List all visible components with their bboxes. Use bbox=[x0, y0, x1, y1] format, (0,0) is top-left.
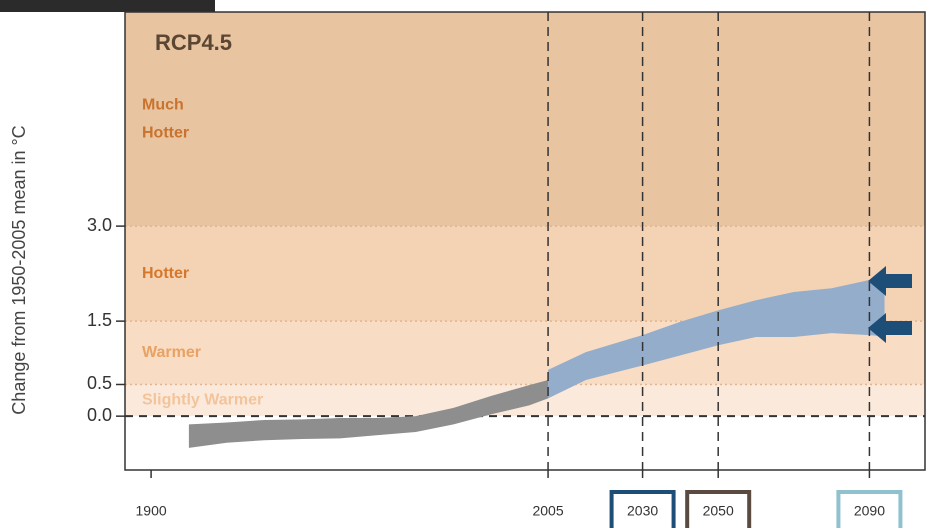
plot-area: Slightly Warmer Warmer Hotter Much Hotter bbox=[124, 11, 926, 471]
chart-title: RCP4.5 bbox=[155, 30, 232, 55]
header-bar bbox=[0, 0, 215, 12]
y-tick-label: 0.0 bbox=[87, 405, 112, 425]
y-axis-title: Change from 1950-2005 mean in °C bbox=[9, 125, 29, 414]
zone bbox=[125, 12, 925, 227]
band bbox=[188, 380, 549, 448]
plot-frame bbox=[124, 11, 926, 471]
x-tick-label: 2005 bbox=[532, 503, 563, 519]
zone-label: Slightly Warmer bbox=[142, 392, 263, 409]
zone-label: Hotter bbox=[142, 265, 189, 282]
band bbox=[548, 276, 885, 399]
arrow bbox=[868, 266, 912, 296]
zone-label: Warmer bbox=[142, 344, 201, 361]
arrow bbox=[868, 313, 912, 343]
y-tick-label: 0.5 bbox=[87, 373, 112, 393]
x-tick-box bbox=[685, 490, 752, 528]
x-tick-box bbox=[609, 490, 676, 528]
x-tick-box bbox=[836, 490, 903, 528]
x-tick-label: 1900 bbox=[136, 503, 167, 519]
x-tick-label: 2050 bbox=[703, 503, 734, 519]
y-tick-label: 3.0 bbox=[87, 215, 112, 235]
y-tick-label: 1.5 bbox=[87, 310, 112, 330]
zone-label: Much bbox=[142, 96, 184, 113]
x-tick-label: 2090 bbox=[854, 503, 885, 519]
x-tick-label: 2030 bbox=[627, 503, 658, 519]
zone-label: Hotter bbox=[142, 124, 189, 141]
